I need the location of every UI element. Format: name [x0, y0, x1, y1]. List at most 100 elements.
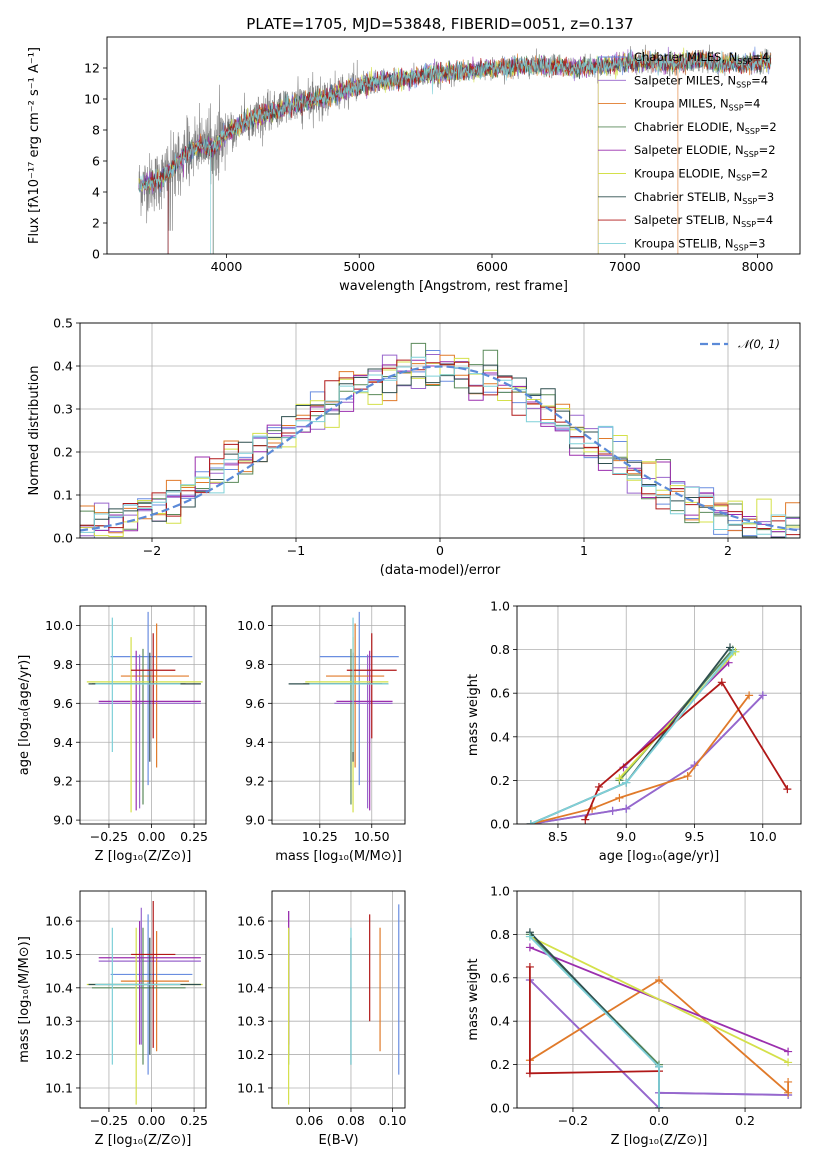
legend-entry: Kroupa STELIB, NSSP=3 — [634, 236, 765, 252]
panel-age-vs-Z: −0.25 0.00 0.25 9.0 9.2 9.4 9.6 9.8 10.0 Z [log₁₀… — [17, 605, 208, 864]
plot-area — [86, 901, 203, 1105]
y-tick-label: 0.0 — [490, 817, 510, 832]
weight-marker — [655, 1104, 663, 1108]
y-tick-label: 0.0 — [490, 1101, 510, 1116]
weight-marker — [758, 691, 767, 700]
y-axis-label: age [log₁₀(age/yr)] — [17, 655, 32, 776]
weight-marker — [655, 975, 663, 984]
weight-line — [530, 646, 731, 824]
weight-marker — [655, 1062, 663, 1071]
y-tick-label: 0.2 — [53, 445, 73, 460]
x-tick-label: −0.2 — [558, 1113, 588, 1128]
normal-reference-curve — [80, 365, 800, 532]
weight-marker — [683, 772, 692, 781]
axes-frame — [79, 890, 207, 1109]
weight-line — [530, 694, 764, 824]
x-tick-label: 6000 — [476, 259, 508, 274]
y-tick-label: 0.0 — [53, 531, 73, 546]
legend-entry: Kroupa MILES, NSSP=4 — [634, 97, 760, 113]
weight-line — [530, 651, 734, 824]
legend-entry: Chabrier ELODIE, NSSP=2 — [634, 120, 777, 136]
y-tick-label: 9.8 — [53, 657, 73, 672]
x-axis-label: Z [log₁₀(Z/Z⊙)] — [611, 1133, 708, 1148]
x-tick-label: 0.25 — [180, 1113, 208, 1128]
axes-frame — [271, 890, 406, 1109]
weight-line — [530, 694, 750, 824]
x-tick-label: 0.08 — [337, 1113, 365, 1128]
axes-frame — [516, 605, 802, 825]
panel-weight-vs-Z: −0.2 0.0 0.2 0.0 0.2 0.4 0.6 0.8 1.0 Z [log₁₀(Z/Z… — [466, 884, 802, 1148]
weight-marker — [726, 643, 734, 652]
legend-entry: Salpeter ELODIE, NSSP=2 — [634, 143, 776, 159]
model-spectrum — [138, 50, 772, 254]
x-axis-label: Z [log₁₀(Z/Z⊙)] — [95, 1133, 192, 1148]
legend-entry: Kroupa ELODIE, NSSP=2 — [634, 167, 768, 183]
x-tick-label: 4000 — [211, 259, 243, 274]
x-tick-label: 0.00 — [138, 829, 166, 844]
panel-weight-vs-age: 8.5 9.0 9.5 10.0 0.0 0.2 0.4 0.6 0.8 1.0 age [log₁… — [466, 599, 802, 864]
plot-area — [526, 643, 792, 824]
y-tick-label: 0.6 — [490, 970, 510, 985]
weight-marker — [615, 793, 624, 802]
weight-marker — [525, 1069, 534, 1078]
y-axis-label: mass weight — [466, 958, 481, 1040]
y-tick-label: 10.5 — [45, 947, 73, 962]
plot-area — [138, 44, 772, 254]
x-tick-label: 5000 — [343, 259, 375, 274]
weight-line — [529, 935, 660, 1108]
x-tick-label: 0.06 — [295, 1113, 323, 1128]
y-tick-label: 0 — [92, 247, 100, 262]
weight-marker — [594, 782, 603, 791]
x-tick-label: 0.2 — [735, 1113, 755, 1128]
axes-frame — [79, 605, 207, 825]
legend-entry: 𝒩(0, 1) — [738, 337, 780, 351]
y-tick-label: 10.3 — [45, 1014, 73, 1029]
x-axis-label: mass [log₁₀(M/M⊙)] — [275, 849, 402, 864]
weight-line — [584, 680, 789, 820]
x-axis-label: (data-model)/error — [380, 563, 501, 578]
weight-line — [529, 935, 789, 1064]
y-tick-label: 0.4 — [53, 359, 73, 374]
y-tick-label: 10.0 — [237, 618, 265, 633]
y-tick-label: 0.8 — [490, 642, 510, 657]
weight-marker — [717, 678, 726, 687]
y-tick-label: 9.2 — [245, 774, 265, 789]
y-axis-label: mass weight — [466, 674, 481, 756]
axes-frame — [516, 890, 802, 1109]
y-tick-label: 0.4 — [490, 729, 510, 744]
weight-marker — [783, 785, 792, 794]
x-axis-label: wavelength [Angstrom, rest frame] — [339, 279, 568, 294]
y-tick-label: 9.2 — [53, 774, 73, 789]
plot-area — [80, 342, 800, 538]
y-tick-label: 9.4 — [53, 735, 73, 750]
panel-mass-vs-EBV: 0.06 0.08 0.10 10.1 10.2 10.3 10.4 10.5 10.6 E(B-… — [237, 890, 407, 1148]
y-tick-label: 10.5 — [237, 947, 265, 962]
histogram-step — [80, 359, 800, 536]
y-tick-label: 0.5 — [53, 316, 73, 331]
x-tick-label: −1 — [287, 543, 305, 558]
x-tick-label: 9.5 — [685, 829, 705, 844]
y-axis-label: Normed distribution — [27, 366, 42, 496]
y-tick-label: 9.8 — [245, 657, 265, 672]
weight-marker — [745, 691, 754, 700]
y-tick-label: 9.0 — [53, 813, 73, 828]
plot-area — [525, 928, 793, 1108]
y-tick-label: 0.6 — [490, 686, 510, 701]
panel-spectrum: 4000 5000 6000 7000 8000 0 2 4 6 8 10 12 wavelength … — [27, 36, 801, 294]
x-tick-label: 1 — [580, 543, 588, 558]
y-tick-label: 10.1 — [237, 1080, 265, 1095]
panel-residual-hist: −2 −1 0 1 2 0.0 0.1 0.2 0.3 0.4 0.5 (data-model)/er… — [27, 316, 801, 578]
y-tick-label: 4 — [92, 185, 100, 200]
y-tick-label: 0.3 — [53, 402, 73, 417]
y-tick-label: 10.6 — [45, 914, 73, 929]
x-tick-label: 0.10 — [379, 1113, 407, 1128]
y-tick-label: 10.2 — [45, 1047, 73, 1062]
weight-marker — [784, 1077, 793, 1086]
weight-marker — [525, 932, 534, 941]
x-tick-label: 0.25 — [180, 829, 208, 844]
x-tick-label: 10.0 — [749, 829, 777, 844]
weight-marker — [784, 1047, 793, 1056]
plot-area — [288, 611, 399, 813]
x-tick-label: 7000 — [609, 259, 641, 274]
y-tick-label: 0.4 — [490, 1014, 510, 1029]
